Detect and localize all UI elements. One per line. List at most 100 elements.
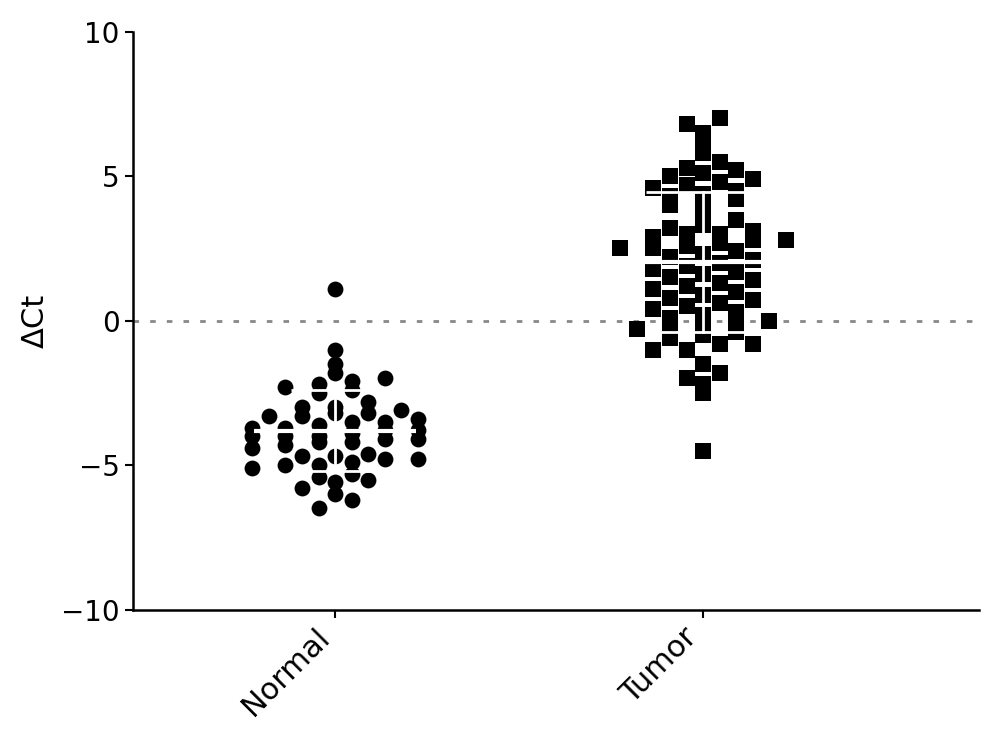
Point bbox=[695, 269, 711, 280]
Point bbox=[745, 225, 761, 237]
Point bbox=[410, 424, 426, 436]
Point bbox=[277, 421, 293, 433]
Point bbox=[712, 278, 728, 289]
Point bbox=[377, 453, 393, 465]
Point bbox=[728, 246, 744, 257]
Point bbox=[244, 462, 260, 474]
Point bbox=[695, 205, 711, 217]
Point bbox=[728, 286, 744, 298]
Point bbox=[294, 482, 310, 494]
Point bbox=[244, 430, 260, 442]
Point bbox=[311, 502, 327, 514]
Point bbox=[244, 421, 260, 433]
Point bbox=[695, 249, 711, 260]
Point bbox=[645, 263, 661, 275]
Point bbox=[679, 260, 695, 272]
Point bbox=[410, 453, 426, 465]
Point bbox=[662, 292, 678, 303]
Point bbox=[344, 427, 360, 439]
Point bbox=[393, 404, 409, 416]
Point bbox=[294, 410, 310, 422]
Point bbox=[712, 237, 728, 249]
Point bbox=[745, 173, 761, 185]
Point bbox=[277, 381, 293, 393]
Point bbox=[695, 289, 711, 301]
Point bbox=[679, 280, 695, 292]
Point bbox=[662, 191, 678, 203]
Point bbox=[360, 395, 376, 407]
Point bbox=[410, 413, 426, 425]
Point bbox=[728, 214, 744, 226]
Point bbox=[662, 199, 678, 211]
Point bbox=[662, 332, 678, 344]
Point bbox=[311, 436, 327, 448]
Point bbox=[745, 295, 761, 306]
Point bbox=[327, 407, 343, 419]
Point bbox=[662, 252, 678, 263]
Y-axis label: ΔCt: ΔCt bbox=[21, 294, 50, 348]
Point bbox=[327, 283, 343, 295]
Point bbox=[327, 344, 343, 355]
Point bbox=[377, 416, 393, 427]
Point bbox=[327, 476, 343, 488]
Point bbox=[311, 378, 327, 390]
Point bbox=[327, 358, 343, 370]
Point bbox=[294, 450, 310, 462]
Point bbox=[311, 430, 327, 442]
Point bbox=[662, 312, 678, 324]
Point bbox=[695, 321, 711, 332]
Point bbox=[728, 194, 744, 206]
Point bbox=[778, 234, 794, 246]
Point bbox=[679, 118, 695, 130]
Point bbox=[712, 298, 728, 309]
Point bbox=[695, 220, 711, 232]
Point bbox=[712, 156, 728, 168]
Point bbox=[728, 266, 744, 278]
Point bbox=[261, 410, 277, 422]
Point bbox=[695, 127, 711, 139]
Point bbox=[745, 338, 761, 349]
Point bbox=[695, 329, 711, 341]
Point bbox=[695, 309, 711, 321]
Point bbox=[695, 142, 711, 154]
Point bbox=[728, 326, 744, 338]
Point bbox=[327, 488, 343, 500]
Point bbox=[712, 113, 728, 125]
Point bbox=[662, 321, 678, 332]
Point bbox=[728, 165, 744, 177]
Point bbox=[327, 401, 343, 413]
Point bbox=[277, 439, 293, 451]
Point bbox=[745, 234, 761, 246]
Point bbox=[679, 240, 695, 252]
Point bbox=[679, 162, 695, 174]
Point bbox=[327, 450, 343, 462]
Point bbox=[360, 473, 376, 485]
Point bbox=[728, 185, 744, 197]
Point bbox=[277, 459, 293, 471]
Point bbox=[695, 358, 711, 370]
Point bbox=[745, 275, 761, 286]
Point bbox=[728, 318, 744, 329]
Point bbox=[712, 228, 728, 240]
Point bbox=[745, 254, 761, 266]
Point bbox=[277, 430, 293, 442]
Point bbox=[712, 176, 728, 188]
Point bbox=[645, 182, 661, 194]
Point bbox=[377, 424, 393, 436]
Point bbox=[679, 372, 695, 384]
Point bbox=[695, 188, 711, 200]
Point bbox=[728, 306, 744, 318]
Point bbox=[645, 344, 661, 355]
Point bbox=[761, 315, 777, 326]
Point bbox=[344, 436, 360, 448]
Point bbox=[629, 324, 645, 335]
Point bbox=[344, 456, 360, 468]
Point bbox=[344, 384, 360, 396]
Point bbox=[645, 303, 661, 315]
Point bbox=[662, 272, 678, 283]
Point bbox=[311, 459, 327, 471]
Point bbox=[377, 372, 393, 384]
Point bbox=[712, 338, 728, 349]
Point bbox=[311, 418, 327, 430]
Point bbox=[695, 197, 711, 209]
